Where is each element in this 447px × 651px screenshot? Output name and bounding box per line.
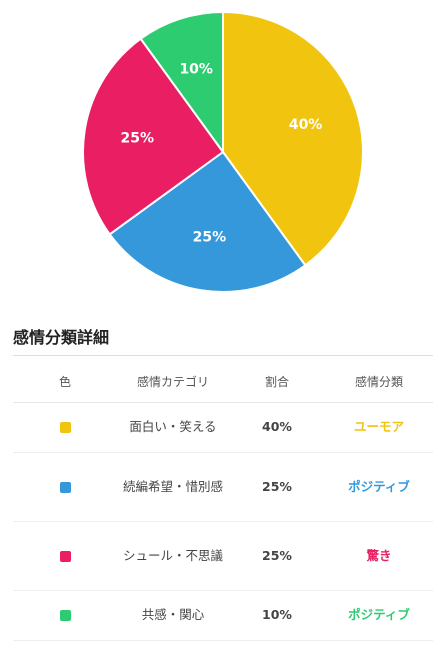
ratio-cell: 25% [229, 521, 325, 591]
category-cell: 面白い・笑える [117, 402, 229, 453]
pie-chart: 40% 25% 25% 10% [0, 0, 447, 300]
slice-label: 10% [179, 61, 213, 77]
header-category: 感情カテゴリ [117, 360, 229, 403]
slice-label: 40% [289, 117, 323, 133]
color-swatch [59, 610, 71, 622]
header-color: 色 [13, 360, 117, 403]
category-cell: シュール・不思議 [117, 521, 229, 591]
pie-chart-svg: 40% 25% 25% 10% [82, 10, 364, 293]
emotion-detail-table: 色 感情カテゴリ 割合 感情分類 面白い・笑える 40% ユーモア 続編希望・惜… [13, 360, 433, 641]
table-row: 共感・関心 10% ポジティブ [13, 590, 433, 641]
color-cell [13, 521, 117, 591]
table-header-row: 色 感情カテゴリ 割合 感情分類 [13, 360, 433, 403]
color-swatch [59, 481, 71, 493]
table-row: シュール・不思議 25% 驚き [13, 521, 433, 591]
ratio-cell: 10% [229, 590, 325, 641]
color-swatch [59, 550, 71, 562]
header-ratio: 割合 [229, 360, 325, 403]
section-title: 感情分類詳細 [13, 328, 110, 347]
table-row: 面白い・笑える 40% ユーモア [13, 402, 433, 453]
pie-slice [222, 10, 364, 267]
slice-label: 25% [121, 130, 155, 146]
color-swatch [59, 422, 71, 434]
header-classification: 感情分類 [325, 360, 433, 403]
category-cell: 続編希望・惜別感 [117, 452, 229, 522]
ratio-cell: 25% [229, 452, 325, 522]
slice-label: 25% [193, 230, 227, 246]
ratio-cell: 40% [229, 402, 325, 453]
pie-slice [139, 10, 224, 156]
color-cell [13, 452, 117, 522]
classification-cell: 驚き [325, 521, 433, 591]
color-cell [13, 590, 117, 641]
color-cell [13, 402, 117, 453]
category-cell: 共感・関心 [117, 590, 229, 641]
classification-cell: ポジティブ [325, 452, 433, 522]
title-divider [13, 355, 433, 356]
pie-slice [108, 150, 307, 293]
table-row: 続編希望・惜別感 25% ポジティブ [13, 452, 433, 522]
classification-cell: ユーモア [325, 402, 433, 453]
pie-slice [82, 37, 225, 236]
classification-cell: ポジティブ [325, 590, 433, 641]
